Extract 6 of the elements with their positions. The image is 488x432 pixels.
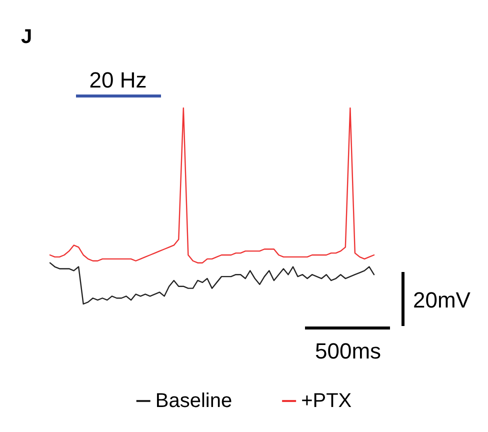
text: 20 Hz bbox=[89, 68, 147, 92]
chart-title: J bbox=[21, 26, 32, 48]
text: 500ms bbox=[314, 338, 382, 364]
text: 20mV bbox=[413, 288, 471, 312]
legend-label: Baseline bbox=[155, 390, 232, 412]
legend-label: +PTX bbox=[301, 390, 352, 412]
